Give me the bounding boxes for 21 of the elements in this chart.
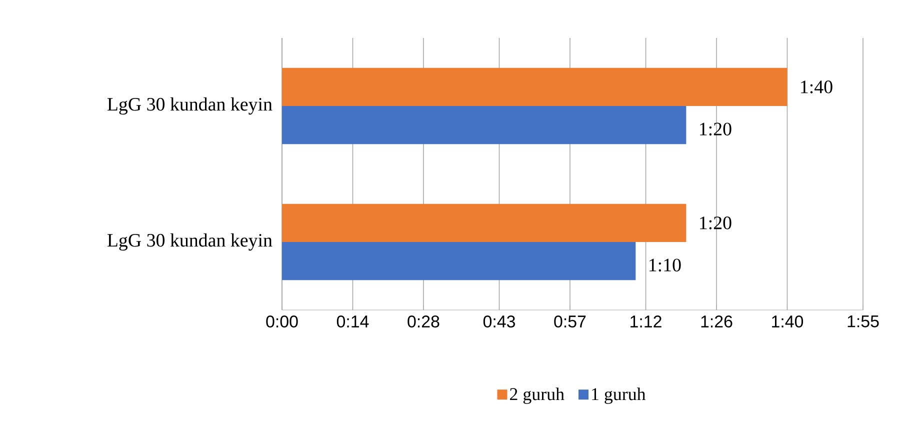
x-tick-label: 1:12 [630,316,662,328]
x-tick-label: 0:57 [554,316,586,328]
legend-label: 1 guruh [592,388,646,404]
legend-label: 2 guruh [510,388,564,404]
x-tick-label: 1:40 [772,316,804,328]
x-tick-label: 0:00 [266,316,298,328]
data-label: 1:20 [700,216,732,230]
bar [282,68,788,106]
data-label: 1:40 [801,80,832,94]
y-tick-label: LgG 30 kundan keyin [107,97,272,115]
data-label: 1:10 [650,258,681,272]
x-tick-label: 0:43 [483,316,515,328]
x-tick-label: 1:26 [701,316,732,328]
bar [282,242,636,280]
bar [282,106,686,144]
x-tick-label: 1:55 [848,316,879,328]
x-tick-label: 0:14 [336,316,369,328]
y-tick-label: LgG 30 kundan keyin [107,233,272,251]
data-label: 1:20 [700,122,732,136]
bar [282,204,686,242]
x-tick-label: 0:28 [408,316,440,328]
